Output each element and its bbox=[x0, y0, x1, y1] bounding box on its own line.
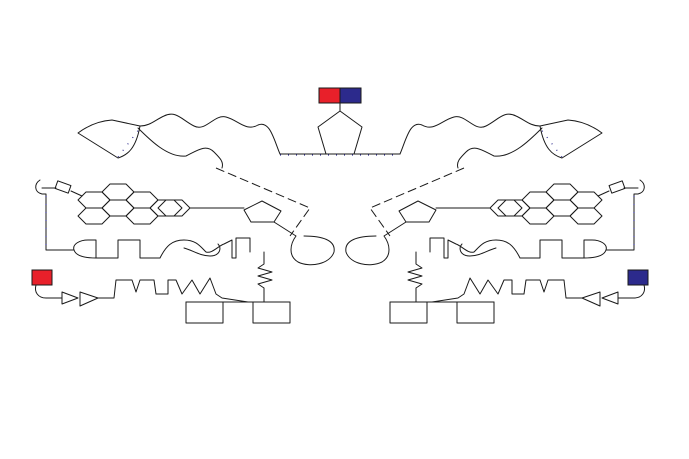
left-hexagon-cluster bbox=[77, 183, 191, 225]
left-oval-loop bbox=[183, 243, 221, 257]
left-box-2 bbox=[252, 301, 291, 324]
right-square-wave bbox=[431, 277, 583, 303]
left-pentagon-tail bbox=[273, 221, 335, 266]
right-pentagon bbox=[398, 200, 437, 223]
right-triangle-small bbox=[601, 291, 619, 305]
upper-right-wavy-line bbox=[399, 113, 541, 155]
left-spring bbox=[257, 251, 273, 303]
top-center-group bbox=[279, 87, 401, 155]
top-red-block bbox=[318, 87, 341, 104]
right-triangle-large bbox=[581, 291, 601, 307]
right-lower-chain bbox=[429, 237, 607, 259]
left-triangle-small bbox=[61, 291, 79, 305]
right-box-2 bbox=[389, 301, 428, 324]
right-dashed-diagonal bbox=[369, 167, 465, 237]
right-hexagon-cluster bbox=[489, 183, 603, 225]
right-box-1 bbox=[456, 301, 495, 324]
right-pentagon-tail bbox=[345, 221, 407, 266]
right-hook bbox=[457, 127, 543, 169]
left-half bbox=[31, 113, 335, 324]
left-bracket bbox=[35, 179, 75, 251]
left-leaf-shape bbox=[77, 119, 141, 159]
right-oval-loop bbox=[459, 243, 497, 257]
left-red-block bbox=[31, 269, 53, 286]
left-lower-chain-return bbox=[73, 249, 97, 259]
left-triangle-large bbox=[79, 291, 99, 307]
right-leaf-shape bbox=[539, 119, 603, 159]
left-lower-chain bbox=[73, 237, 251, 259]
blue-dot-accents bbox=[45, 127, 635, 250]
left-hook bbox=[137, 127, 223, 169]
left-diamond-link-2 bbox=[70, 190, 83, 197]
top-blue-block bbox=[339, 87, 362, 104]
left-red-link bbox=[35, 284, 63, 299]
right-small-diamond bbox=[608, 180, 626, 194]
top-pentagon bbox=[317, 110, 363, 155]
left-box-1 bbox=[185, 301, 224, 324]
left-small-diamond bbox=[54, 180, 72, 194]
right-bracket bbox=[605, 179, 645, 251]
right-blue-block bbox=[627, 269, 649, 286]
upper-left-wavy-line bbox=[139, 113, 281, 155]
right-blue-link bbox=[617, 284, 645, 299]
left-square-wave bbox=[97, 277, 249, 303]
right-half bbox=[345, 113, 649, 324]
right-diamond-link-2 bbox=[597, 190, 610, 197]
left-pentagon bbox=[243, 200, 282, 223]
right-lower-chain-return bbox=[583, 249, 607, 259]
right-spring bbox=[407, 251, 423, 303]
left-dashed-diagonal bbox=[215, 167, 311, 237]
